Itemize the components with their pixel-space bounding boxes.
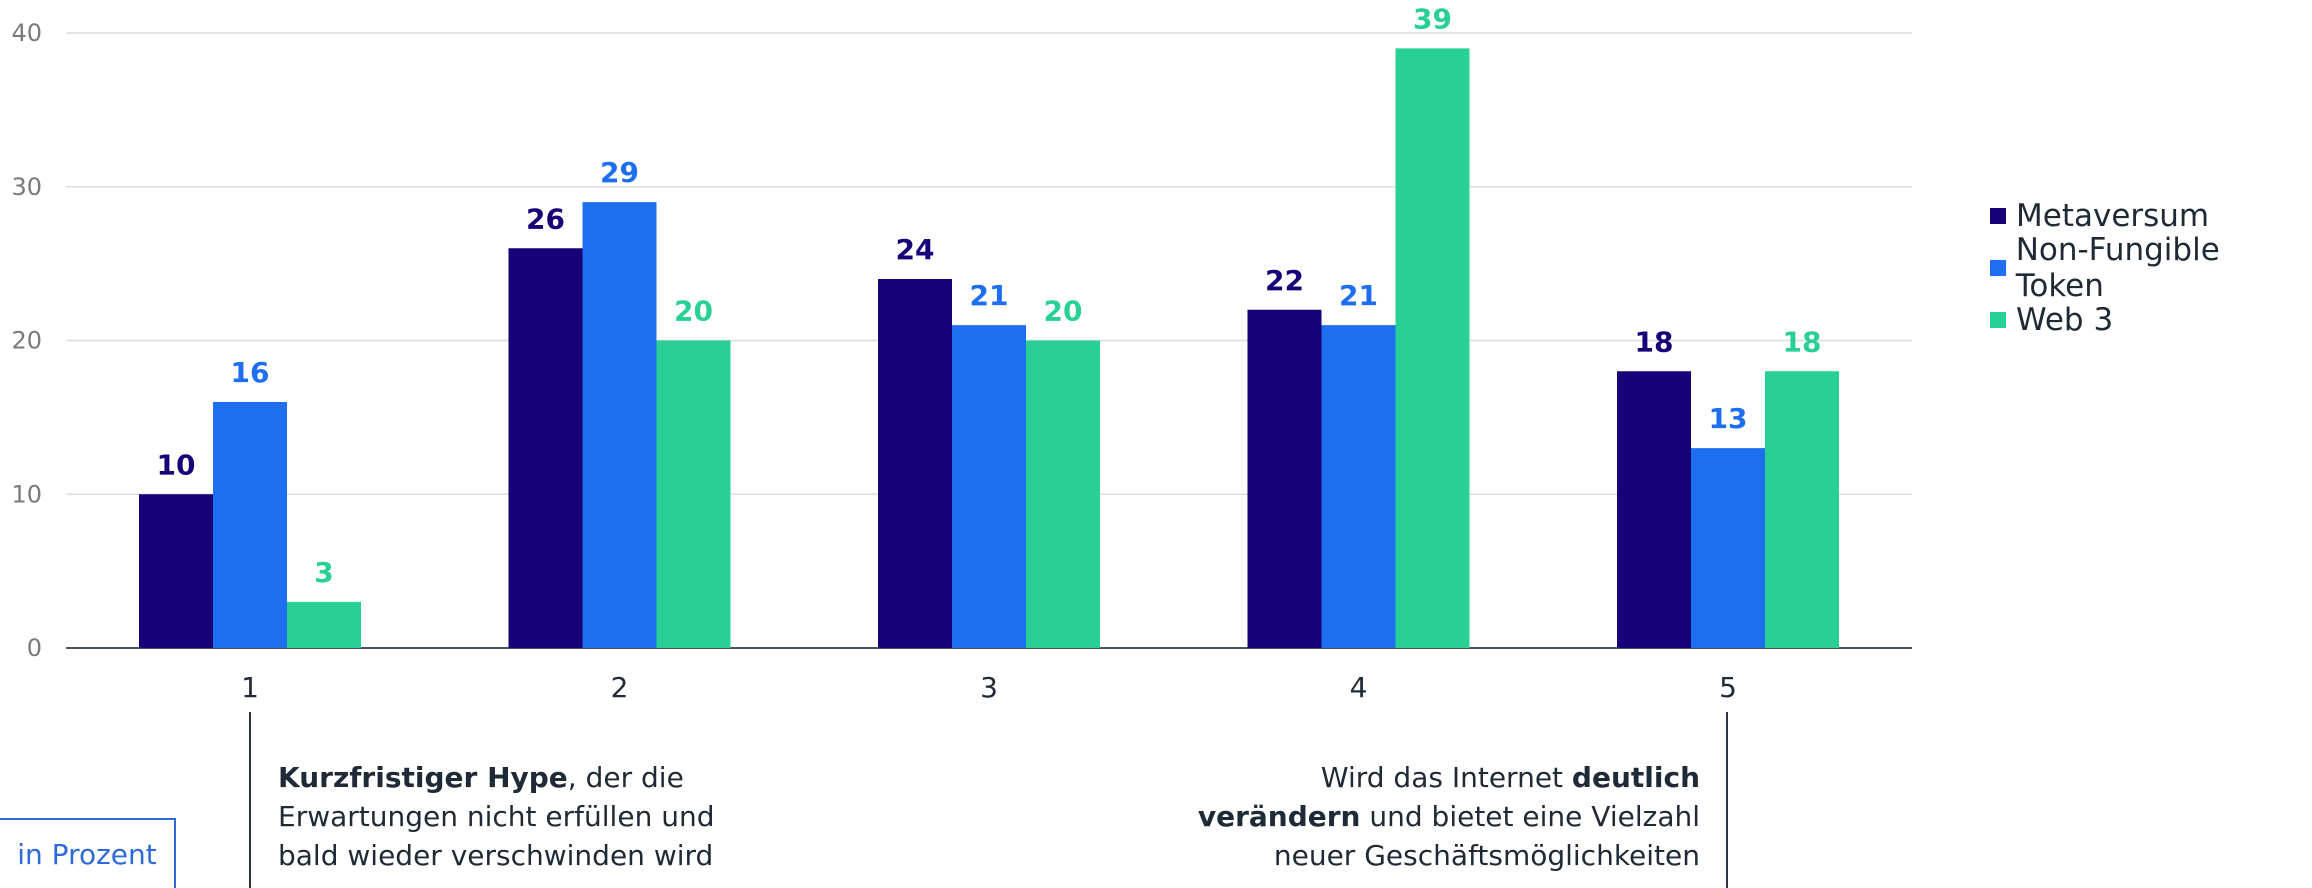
scale-left-note-bold: Kurzfristiger Hype xyxy=(278,761,568,794)
legend-label-nft: Non-Fungible Token xyxy=(2015,232,2220,304)
data-label-0-3: 24 xyxy=(896,233,935,266)
y-tick-label-0: 0 xyxy=(27,634,42,662)
y-tick-label-40: 40 xyxy=(11,19,42,47)
legend-item-nft: Non-Fungible Token xyxy=(1990,232,2312,304)
bar-0-5 xyxy=(1617,371,1691,648)
bar-1-2 xyxy=(582,202,657,648)
legend-item-web3: Web 3 xyxy=(1990,294,2312,346)
data-label-0-1: 10 xyxy=(157,448,196,481)
scale-right-note: Wird das Internet deutlich verändern und… xyxy=(1180,758,1700,875)
bar-2-1 xyxy=(287,601,361,648)
legend-swatch-metaversum xyxy=(1990,208,2006,224)
y-tick-label-10: 10 xyxy=(11,480,42,508)
scale-left-note-line3: bald wieder verschwinden wird xyxy=(278,839,714,872)
x-tick-label-3: 3 xyxy=(980,671,998,704)
data-label-0-2: 26 xyxy=(526,202,565,235)
y-tick-label-30: 30 xyxy=(11,173,42,201)
scale-right-note-bold2: verändern xyxy=(1197,800,1361,833)
bar-0-1 xyxy=(139,494,213,648)
legend-label-web3: Web 3 xyxy=(2016,302,2114,338)
scale-left-note-line2: Erwartungen nicht erfüllen und xyxy=(278,800,715,833)
bar-1-3 xyxy=(952,325,1026,648)
x-tick-label-2: 2 xyxy=(611,671,629,704)
bar-2-4 xyxy=(1395,48,1470,648)
unit-label-box: in Prozent xyxy=(0,818,176,888)
data-label-1-4: 21 xyxy=(1339,279,1378,312)
bar-1-1 xyxy=(213,402,287,648)
legend-label-metaversum: Metaversum xyxy=(2016,198,2210,234)
scale-right-note-line2-rest: und bietet eine Vielzahl xyxy=(1360,800,1700,833)
x-tick-label-5: 5 xyxy=(1719,671,1737,704)
data-label-1-5: 13 xyxy=(1709,402,1748,435)
scale-right-marker xyxy=(1726,712,1728,888)
scale-left-marker xyxy=(249,712,251,888)
data-label-1-2: 29 xyxy=(600,156,639,189)
y-tick-label-20: 20 xyxy=(11,327,42,355)
data-label-0-4: 22 xyxy=(1265,264,1304,297)
data-label-0-5: 18 xyxy=(1635,325,1674,358)
scale-left-note: Kurzfristiger Hype, der die Erwartungen … xyxy=(278,758,738,875)
bar-0-2 xyxy=(508,248,583,648)
data-label-2-1: 3 xyxy=(314,556,333,589)
data-label-2-5: 18 xyxy=(1783,325,1822,358)
bar-2-2 xyxy=(656,340,731,648)
bar-0-4 xyxy=(1247,309,1322,648)
data-label-2-2: 20 xyxy=(674,295,713,328)
scale-right-note-pre: Wird das Internet xyxy=(1320,761,1572,794)
bar-1-5 xyxy=(1691,448,1765,648)
bar-2-3 xyxy=(1026,340,1100,648)
bar-0-3 xyxy=(878,279,952,648)
legend-swatch-nft xyxy=(1990,260,2006,276)
bar-1-4 xyxy=(1321,325,1396,648)
legend-swatch-web3 xyxy=(1990,312,2006,328)
x-tick-label-4: 4 xyxy=(1350,671,1368,704)
bar-2-5 xyxy=(1765,371,1839,648)
data-label-2-4: 39 xyxy=(1413,2,1452,35)
chart-legend: Metaversum Non-Fungible Token Web 3 xyxy=(1990,190,2312,346)
scale-left-note-rest: , der die xyxy=(567,761,684,794)
unit-label: in Prozent xyxy=(17,837,157,871)
data-label-1-3: 21 xyxy=(970,279,1009,312)
data-label-2-3: 20 xyxy=(1044,295,1083,328)
data-label-1-1: 16 xyxy=(231,356,270,389)
x-tick-label-1: 1 xyxy=(241,671,259,704)
scale-right-note-line3: neuer Geschäftsmöglichkeiten xyxy=(1273,839,1700,872)
scale-right-note-bold1: deutlich xyxy=(1571,761,1700,794)
legend-item-metaversum: Metaversum xyxy=(1990,190,2312,242)
